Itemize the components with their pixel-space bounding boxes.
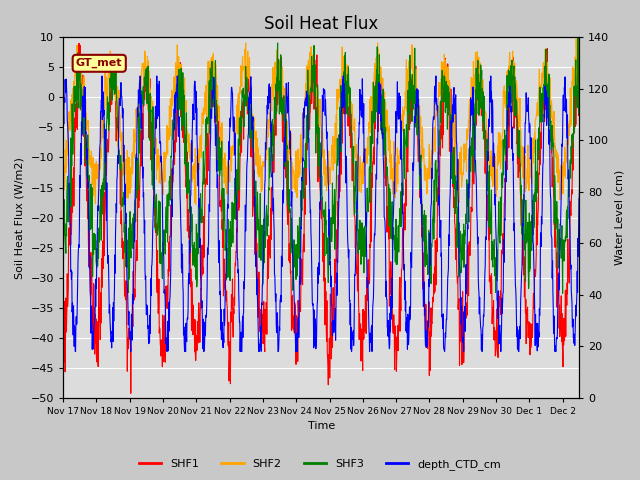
SHF3 [586,166,593,172]
SHF3 [60,267,67,273]
Legend: SHF1, SHF2, SHF3, depth_CTD_cm: SHF1, SHF2, SHF3, depth_CTD_cm [135,455,505,474]
Line: depth_CTD_cm: depth_CTD_cm [63,76,596,351]
SHF2 [95,206,102,212]
SHF1 [76,40,83,46]
SHF1 [456,362,463,368]
SHF2 [143,72,150,78]
depth_CTD_cm [456,263,463,268]
SHF3 [574,35,582,40]
SHF1 [60,354,67,360]
SHF2 [572,36,580,42]
depth_CTD_cm [534,321,541,326]
depth_CTD_cm [143,310,151,316]
depth_CTD_cm [98,73,106,79]
depth_CTD_cm [72,348,79,354]
SHF3 [143,88,150,94]
depth_CTD_cm [60,132,67,137]
Text: GT_met: GT_met [76,58,122,69]
Title: Soil Heat Flux: Soil Heat Flux [264,15,378,33]
SHF1 [143,79,151,85]
Line: SHF1: SHF1 [63,43,596,393]
SHF3 [455,274,463,279]
Y-axis label: Water Level (cm): Water Level (cm) [615,170,625,265]
SHF1 [592,324,600,330]
SHF3 [305,93,313,99]
SHF2 [533,100,541,106]
SHF2 [306,50,314,56]
SHF2 [60,181,67,187]
SHF2 [586,124,593,130]
SHF1 [306,112,314,118]
SHF1 [534,222,541,228]
SHF3 [316,164,323,169]
Line: SHF3: SHF3 [63,37,596,297]
SHF1 [586,247,593,252]
depth_CTD_cm [306,194,314,200]
depth_CTD_cm [316,199,324,205]
SHF1 [316,185,324,191]
SHF1 [127,390,134,396]
SHF3 [592,230,600,236]
depth_CTD_cm [586,269,593,275]
X-axis label: Time: Time [308,421,335,432]
SHF2 [316,123,323,129]
SHF2 [455,200,463,205]
depth_CTD_cm [592,270,600,276]
SHF2 [592,171,600,177]
Line: SHF2: SHF2 [63,39,596,209]
Y-axis label: Soil Heat Flux (W/m2): Soil Heat Flux (W/m2) [15,156,25,278]
SHF3 [533,185,541,191]
SHF3 [589,294,597,300]
